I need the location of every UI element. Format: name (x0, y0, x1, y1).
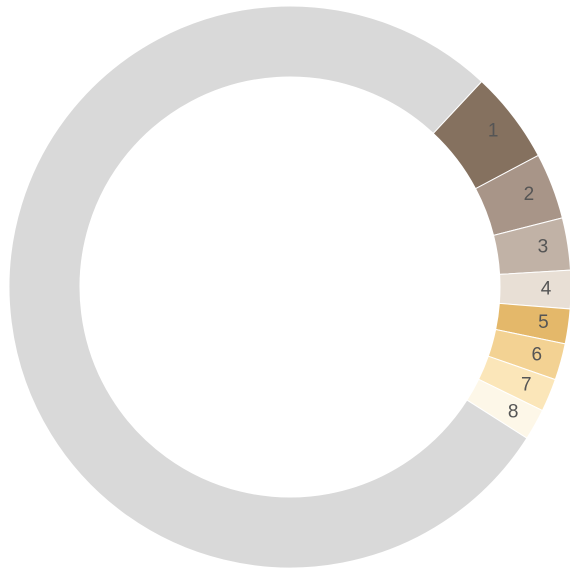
slice-label: 6 (531, 344, 542, 365)
slice-label: 1 (488, 120, 499, 141)
slice-label: 8 (508, 401, 519, 422)
slice-label: 4 (541, 278, 552, 299)
slice-label: 5 (538, 312, 549, 333)
slice-label: 3 (538, 237, 549, 258)
donut-slice (8, 5, 528, 569)
slice-label: 7 (521, 375, 532, 396)
donut-slice (498, 269, 570, 310)
slice-label: 2 (524, 184, 535, 205)
